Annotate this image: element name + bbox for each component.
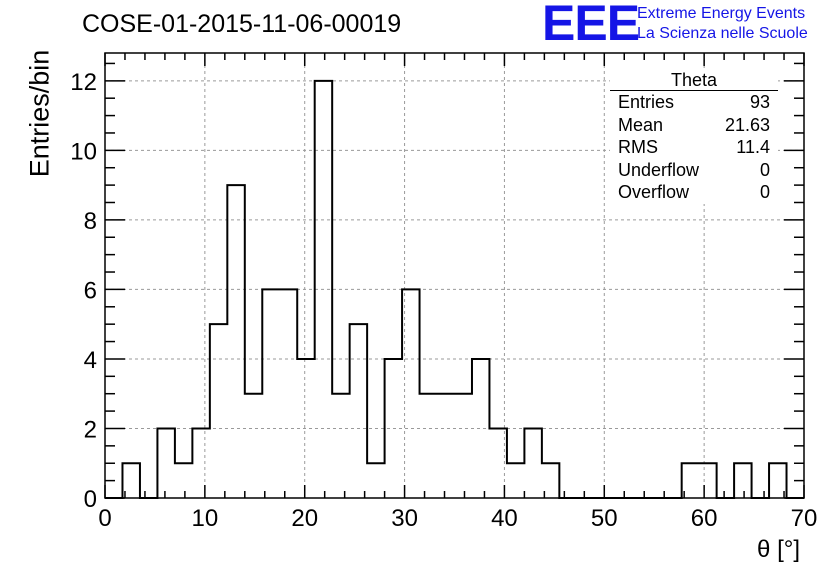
- stats-row-mean: Mean 21.63: [610, 114, 778, 137]
- histogram-bar: [332, 394, 349, 498]
- y-tick-label: 6: [84, 277, 97, 304]
- histogram-bar: [367, 463, 384, 498]
- stats-value: 0: [759, 182, 770, 202]
- histogram-bar: [507, 463, 524, 498]
- histogram-outline: [105, 79, 804, 499]
- histogram-bar: [227, 185, 244, 498]
- histogram-bar: [210, 324, 227, 498]
- stats-title: Theta: [610, 70, 778, 91]
- histogram-bar: [262, 289, 279, 498]
- stats-value: 11.4: [736, 137, 770, 157]
- y-tick-label: 0: [84, 486, 97, 513]
- histogram-bar: [402, 289, 419, 498]
- axis-tick-labels: 0 10 20 30 40 50 60 70 0 2 4 6 8 10 12: [70, 69, 817, 532]
- histogram-bar: [420, 394, 437, 498]
- histogram-bar: [455, 394, 472, 498]
- x-tick-label: 40: [491, 505, 518, 532]
- stats-row-entries: Entries 93: [610, 91, 778, 114]
- x-tick-label: 20: [291, 505, 318, 532]
- logo-line-1: Extreme Energy Events: [637, 5, 806, 22]
- logo-line-2: La Scienza nelle Scuole: [637, 25, 808, 42]
- histogram-bar: [699, 463, 716, 498]
- histogram-bar: [192, 428, 209, 498]
- x-tick-label: 60: [691, 505, 718, 532]
- chart-title: COSE-01-2015-11-06-00019: [82, 10, 402, 38]
- stats-row-underflow: Underflow 0: [610, 159, 778, 182]
- x-tick-label: 0: [98, 505, 111, 532]
- histogram-bar: [245, 394, 262, 498]
- histogram-bar: [437, 394, 454, 498]
- x-axis-label: θ [°]: [757, 536, 800, 563]
- y-axis-label: Entries/bin: [24, 49, 55, 178]
- x-tick-label: 50: [591, 505, 618, 532]
- x-tick-label: 30: [391, 505, 418, 532]
- stats-value: 21.63: [724, 114, 770, 135]
- y-tick-label: 8: [84, 208, 97, 235]
- stats-label: Mean: [618, 114, 664, 135]
- y-tick-label: 2: [84, 416, 97, 443]
- stats-row-overflow: Overflow 0: [610, 181, 778, 204]
- stats-box: Theta Entries 93 Mean 21.63 RMS 11.4 Und…: [610, 70, 778, 204]
- y-tick-label: 4: [84, 347, 97, 374]
- histogram-bars: [105, 79, 804, 499]
- histogram-bar: [734, 463, 751, 498]
- stats-value: 93: [749, 92, 770, 112]
- x-tick-label: 10: [192, 505, 219, 532]
- histogram-bar: [350, 324, 367, 498]
- histogram-bar: [524, 428, 541, 498]
- histogram-bar: [472, 359, 489, 498]
- histogram-bar: [175, 463, 192, 498]
- eee-logo-mark: EEE: [542, 0, 640, 51]
- stats-row-rms: RMS 11.4: [610, 136, 778, 159]
- x-tick-label: 70: [791, 505, 818, 532]
- stats-label: Entries: [618, 92, 675, 112]
- y-tick-label: 12: [70, 69, 97, 96]
- y-tick-label: 10: [70, 138, 97, 165]
- plot-frame: [104, 52, 805, 499]
- histogram-bar: [280, 289, 297, 498]
- stats-value: 0: [759, 159, 770, 180]
- histogram-bar: [157, 428, 174, 498]
- stats-label: Underflow: [618, 159, 700, 180]
- stats-label: RMS: [618, 137, 658, 157]
- stats-label: Overflow: [618, 182, 690, 202]
- axis-ticks: [104, 53, 805, 499]
